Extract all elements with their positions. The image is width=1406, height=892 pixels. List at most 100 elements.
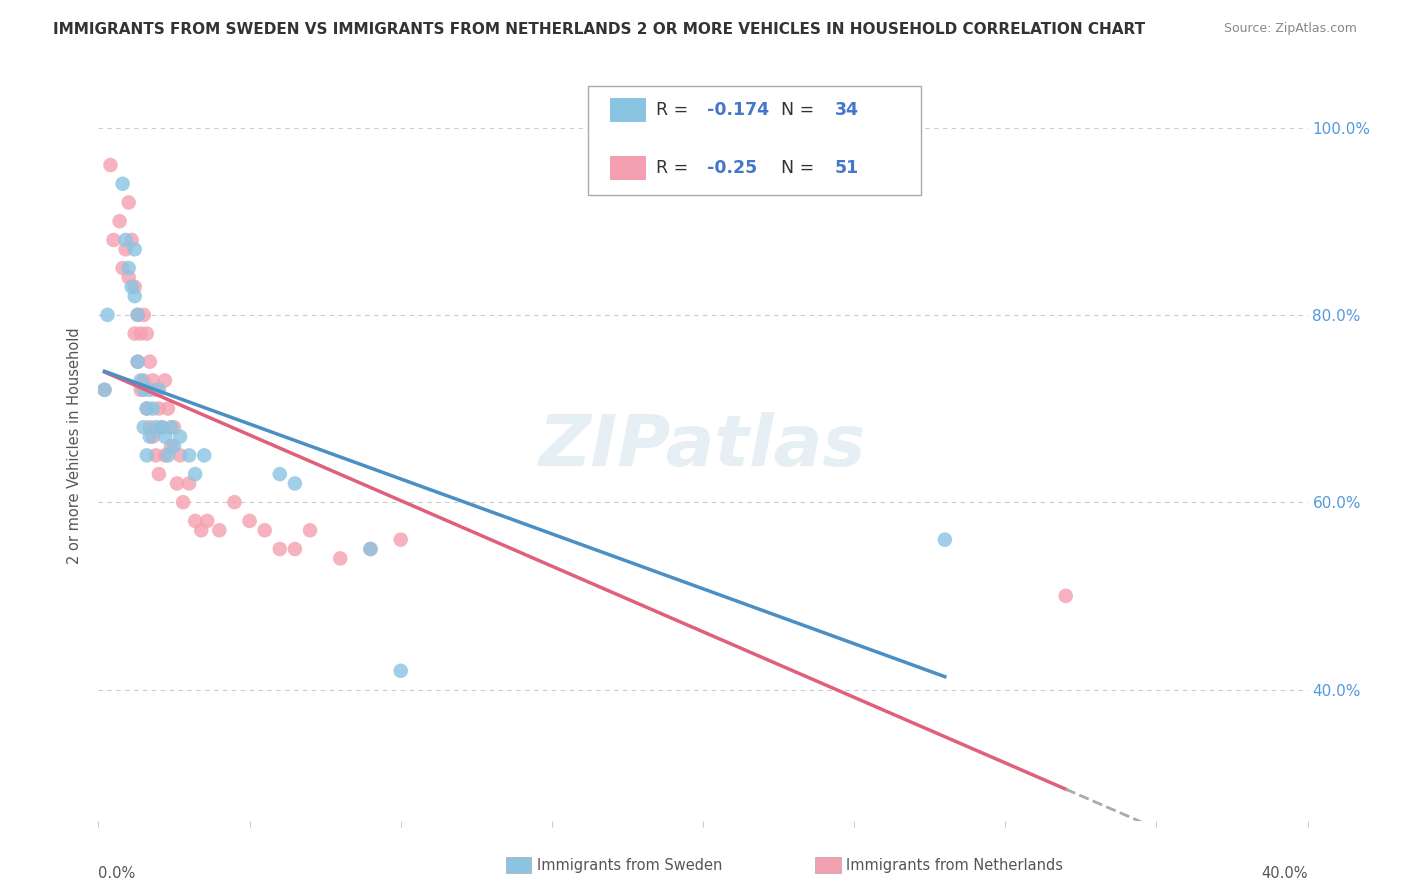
Text: N =: N = — [769, 102, 820, 120]
Point — [193, 449, 215, 463]
Point — [118, 261, 141, 276]
Point — [129, 374, 152, 388]
Point — [135, 401, 157, 416]
Text: 34: 34 — [835, 102, 859, 120]
Point — [163, 420, 186, 434]
Text: R =: R = — [655, 102, 693, 120]
Text: -0.174: -0.174 — [707, 102, 769, 120]
Point — [124, 280, 146, 294]
Point — [190, 524, 212, 538]
Point — [103, 233, 125, 247]
Point — [153, 449, 176, 463]
Point — [163, 439, 186, 453]
Point — [208, 524, 231, 538]
Point — [160, 420, 183, 434]
Point — [121, 233, 143, 247]
Text: R =: R = — [655, 159, 693, 177]
Y-axis label: 2 or more Vehicles in Household: 2 or more Vehicles in Household — [67, 327, 83, 565]
Point — [184, 514, 207, 528]
Point — [179, 476, 201, 491]
Point — [127, 308, 149, 322]
Point — [284, 476, 307, 491]
Bar — [610, 156, 647, 180]
Point — [360, 541, 382, 557]
Text: 51: 51 — [835, 159, 859, 177]
Point — [148, 401, 170, 416]
Text: Source: ZipAtlas.com: Source: ZipAtlas.com — [1223, 22, 1357, 36]
Point — [124, 243, 146, 257]
Point — [150, 420, 173, 434]
Point — [127, 308, 149, 322]
Bar — [610, 98, 647, 122]
Point — [108, 214, 131, 228]
Point — [184, 467, 207, 482]
Point — [169, 430, 191, 444]
Point — [135, 326, 157, 341]
Point — [127, 355, 149, 369]
Point — [389, 664, 412, 678]
Point — [132, 374, 155, 388]
Point — [269, 467, 291, 482]
Point — [135, 449, 157, 463]
Point — [114, 243, 136, 257]
Point — [139, 420, 162, 434]
Point — [284, 541, 307, 557]
Point — [132, 420, 155, 434]
Point — [93, 383, 115, 397]
Text: -0.25: -0.25 — [707, 159, 756, 177]
Point — [145, 449, 167, 463]
Text: N =: N = — [769, 159, 820, 177]
Text: IMMIGRANTS FROM SWEDEN VS IMMIGRANTS FROM NETHERLANDS 2 OR MORE VEHICLES IN HOUS: IMMIGRANTS FROM SWEDEN VS IMMIGRANTS FRO… — [53, 22, 1146, 37]
Point — [142, 374, 165, 388]
Point — [93, 383, 115, 397]
Point — [114, 233, 136, 247]
Point — [934, 533, 956, 547]
Point — [127, 355, 149, 369]
Point — [129, 383, 152, 397]
Point — [139, 355, 162, 369]
Point — [142, 401, 165, 416]
Point — [111, 261, 134, 276]
Point — [118, 270, 141, 285]
Point — [100, 158, 122, 172]
Text: Immigrants from Sweden: Immigrants from Sweden — [537, 858, 723, 872]
Point — [132, 383, 155, 397]
Point — [239, 514, 262, 528]
Point — [179, 449, 201, 463]
Point — [150, 420, 173, 434]
Text: 40.0%: 40.0% — [1261, 865, 1308, 880]
Point — [145, 383, 167, 397]
Point — [224, 495, 246, 509]
Point — [269, 541, 291, 557]
Point — [195, 514, 218, 528]
Point — [124, 326, 146, 341]
FancyBboxPatch shape — [588, 87, 921, 195]
Point — [135, 401, 157, 416]
Point — [121, 280, 143, 294]
Text: ZIPatlas: ZIPatlas — [540, 411, 866, 481]
Point — [389, 533, 412, 547]
Point — [124, 289, 146, 303]
Point — [172, 495, 194, 509]
Point — [145, 420, 167, 434]
Point — [156, 449, 179, 463]
Text: 0.0%: 0.0% — [98, 865, 135, 880]
Point — [148, 467, 170, 482]
Point — [329, 551, 352, 566]
Point — [156, 401, 179, 416]
Point — [96, 308, 118, 322]
Point — [129, 326, 152, 341]
Point — [169, 449, 191, 463]
Point — [160, 439, 183, 453]
Point — [132, 308, 155, 322]
Point — [139, 383, 162, 397]
Point — [148, 383, 170, 397]
Point — [1054, 589, 1077, 603]
Point — [253, 524, 276, 538]
Point — [118, 195, 141, 210]
Point — [166, 476, 188, 491]
Point — [360, 541, 382, 557]
Point — [153, 430, 176, 444]
Point — [299, 524, 322, 538]
Point — [111, 177, 134, 191]
